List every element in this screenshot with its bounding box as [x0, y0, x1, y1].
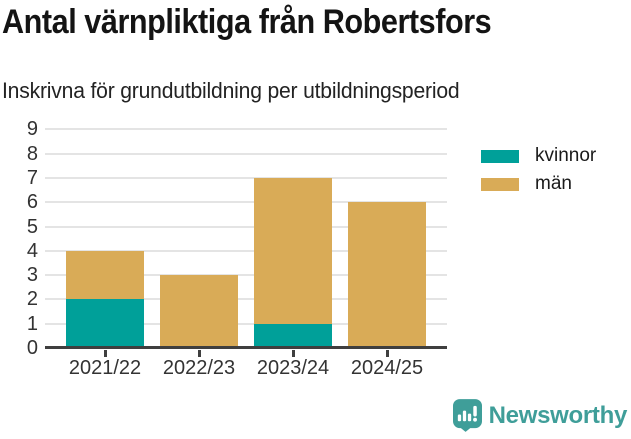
chart-title: Antal värnpliktiga från Robertsfors — [2, 3, 492, 41]
y-axis-tick-label: 8 — [26, 142, 38, 165]
legend-swatch-män — [481, 177, 519, 191]
y-axis-tick-label: 4 — [26, 239, 38, 262]
y-axis-tick-label: 2 — [26, 288, 38, 311]
y-axis-tick-label: 3 — [26, 264, 38, 287]
legend-swatch-kvinnor — [481, 149, 519, 163]
y-axis-tick-label: 9 — [26, 118, 38, 141]
gridline-y4 — [45, 249, 447, 252]
gridline-y6 — [45, 201, 447, 204]
gridline-y1 — [45, 322, 447, 325]
x-axis-category-label: 2024/25 — [350, 357, 424, 379]
gridline-y3 — [45, 274, 447, 277]
x-axis-tick — [385, 350, 389, 357]
bar-segment-män-2024/25 — [348, 202, 426, 348]
x-axis-category-label: 2022/23 — [162, 357, 236, 379]
x-axis-tick — [197, 350, 201, 357]
bar-segment-män-2022/23 — [160, 275, 238, 348]
x-axis-category-label: 2023/24 — [256, 357, 330, 379]
gridline-y2 — [45, 298, 447, 301]
gridline-y9 — [45, 128, 447, 131]
y-axis-tick-label: 0 — [26, 337, 38, 359]
chart-subtitle: Inskrivna för grundutbildning per utbild… — [2, 78, 460, 103]
brand-name: Newsworthy — [488, 401, 628, 429]
legend-label: män — [535, 173, 572, 194]
legend-item-kvinnor: kvinnor — [481, 145, 596, 166]
x-axis-category-label: 2021/22 — [68, 357, 142, 379]
bar-segment-kvinnor-2023/24 — [254, 323, 332, 348]
gridline-y8 — [45, 152, 447, 155]
x-axis-tick — [291, 350, 295, 357]
x-axis-tick — [103, 350, 107, 357]
bar-segment-män-2023/24 — [254, 177, 332, 324]
gridline-y7 — [45, 176, 447, 179]
bar-chart-speech-bubble-icon — [452, 399, 482, 432]
brand-footer: Newsworthy — [452, 399, 628, 432]
y-axis-tick-label: 1 — [26, 312, 38, 335]
y-axis-tick-label: 7 — [26, 166, 38, 189]
legend-label: kvinnor — [535, 145, 597, 166]
bar-segment-kvinnor-2021/22 — [66, 299, 144, 348]
gridline-y5 — [45, 225, 447, 228]
bar-segment-män-2021/22 — [66, 250, 144, 300]
y-axis-tick-label: 5 — [26, 215, 38, 238]
legend-item-män: män — [481, 173, 572, 194]
y-axis-tick-label: 6 — [26, 191, 38, 214]
x-axis-line — [45, 346, 447, 349]
